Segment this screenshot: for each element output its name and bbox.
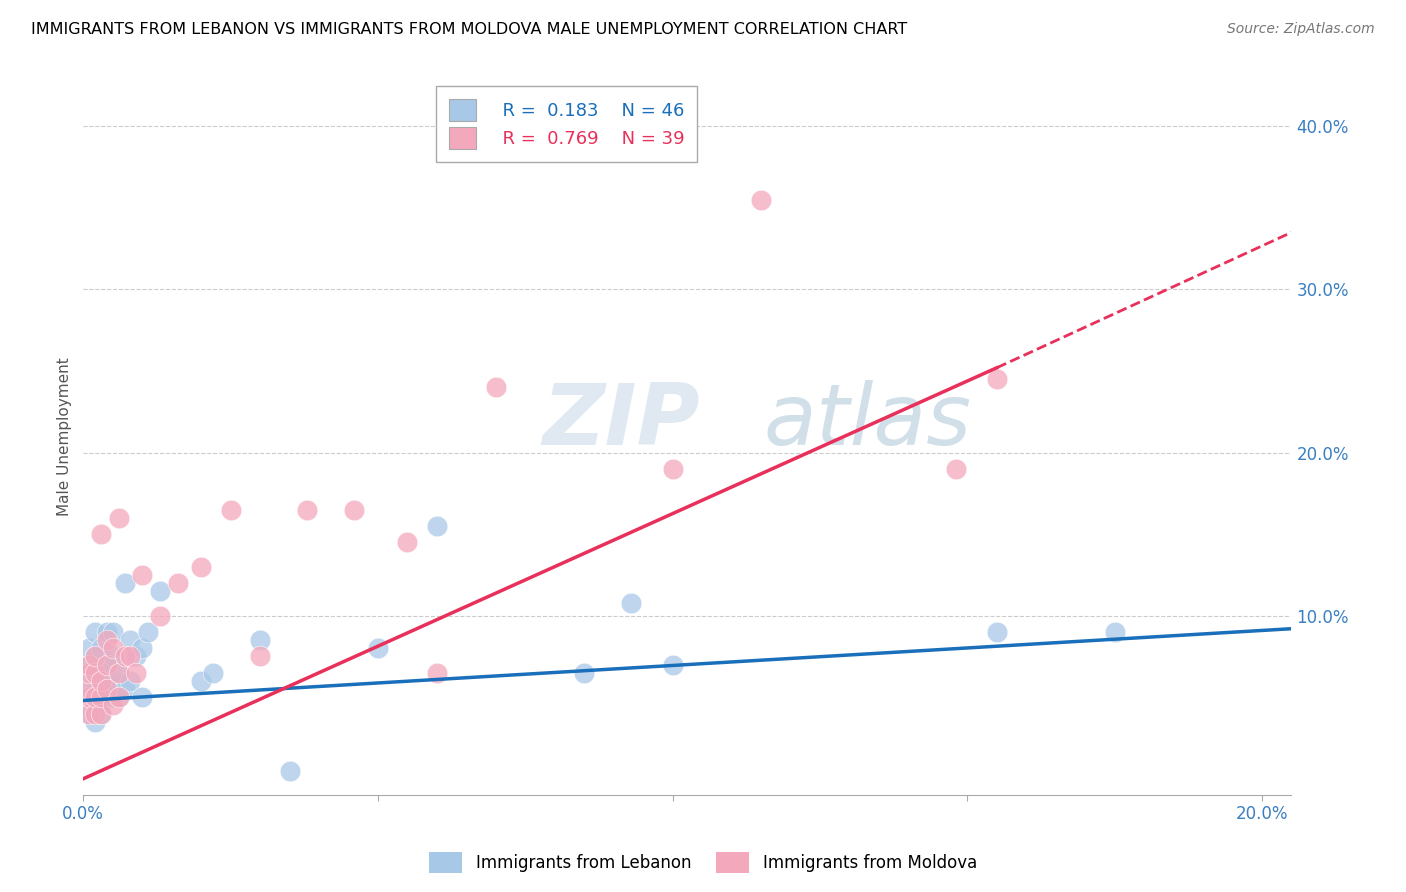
Point (396, 535, 419, 549)
Point (84, 665, 107, 680)
Point (986, 372, 1008, 386)
Point (84, 690, 107, 705)
Point (114, 681, 136, 696)
Point (125, 665, 148, 680)
Point (96, 657, 118, 672)
Point (77, 681, 100, 696)
Point (114, 649, 136, 664)
Point (149, 584, 172, 599)
Point (96, 657, 118, 672)
Point (90, 690, 112, 705)
Point (90, 690, 112, 705)
Point (166, 576, 188, 591)
Point (90, 673, 112, 688)
Point (190, 673, 212, 688)
Point (297, 502, 319, 516)
Point (84, 714, 107, 729)
Point (77, 681, 100, 696)
Legend:   R =  0.183    N = 46,   R =  0.769    N = 39: R = 0.183 N = 46, R = 0.769 N = 39 (436, 87, 697, 162)
Point (90, 527, 112, 541)
Text: Source: ZipAtlas.com: Source: ZipAtlas.com (1227, 22, 1375, 37)
Point (485, 380, 508, 394)
Point (107, 690, 129, 705)
Point (131, 641, 153, 656)
Y-axis label: Male Unemployment: Male Unemployment (58, 357, 72, 516)
Point (96, 633, 118, 648)
Point (426, 665, 449, 680)
Point (96, 624, 118, 639)
Point (84, 624, 107, 639)
Point (190, 559, 212, 574)
Point (84, 706, 107, 721)
Point (77, 706, 100, 721)
Point (120, 633, 142, 648)
Point (249, 649, 271, 664)
Point (84, 690, 107, 705)
Point (574, 665, 596, 680)
Point (84, 649, 107, 664)
Point (249, 633, 271, 648)
Point (77, 641, 100, 656)
Point (77, 690, 100, 705)
Legend: Immigrants from Lebanon, Immigrants from Moldova: Immigrants from Lebanon, Immigrants from… (422, 846, 984, 880)
Point (101, 641, 124, 656)
Point (131, 690, 153, 705)
Point (107, 665, 129, 680)
Point (101, 673, 124, 688)
Text: IMMIGRANTS FROM LEBANON VS IMMIGRANTS FROM MOLDOVA MALE UNEMPLOYMENT CORRELATION: IMMIGRANTS FROM LEBANON VS IMMIGRANTS FR… (31, 22, 907, 37)
Point (661, 462, 683, 476)
Point (77, 665, 100, 680)
Point (149, 608, 172, 623)
Point (201, 665, 224, 680)
Point (426, 519, 449, 533)
Point (945, 462, 967, 476)
Point (84, 665, 107, 680)
Point (343, 502, 366, 516)
Point (107, 690, 129, 705)
Point (84, 649, 107, 664)
Point (661, 657, 683, 672)
Point (90, 706, 112, 721)
Point (120, 673, 142, 688)
Point (1104, 624, 1126, 639)
Point (120, 649, 142, 664)
Point (136, 624, 159, 639)
Point (90, 665, 112, 680)
Point (749, 193, 772, 207)
Point (114, 576, 136, 591)
Point (77, 665, 100, 680)
Point (107, 510, 129, 524)
Point (84, 681, 107, 696)
Point (278, 764, 301, 778)
Point (107, 665, 129, 680)
Point (125, 649, 148, 664)
Point (96, 681, 118, 696)
Text: atlas: atlas (763, 380, 972, 464)
Point (77, 657, 100, 672)
Point (96, 681, 118, 696)
Point (77, 657, 100, 672)
Point (77, 706, 100, 721)
Point (101, 624, 124, 639)
Point (101, 698, 124, 713)
Point (101, 690, 124, 705)
Point (90, 681, 112, 696)
Point (90, 641, 112, 656)
Point (131, 567, 153, 582)
Point (219, 502, 242, 516)
Point (101, 649, 124, 664)
Point (367, 641, 389, 656)
Point (986, 624, 1008, 639)
Point (90, 673, 112, 688)
Text: ZIP: ZIP (543, 380, 700, 464)
Point (620, 596, 643, 610)
Point (90, 706, 112, 721)
